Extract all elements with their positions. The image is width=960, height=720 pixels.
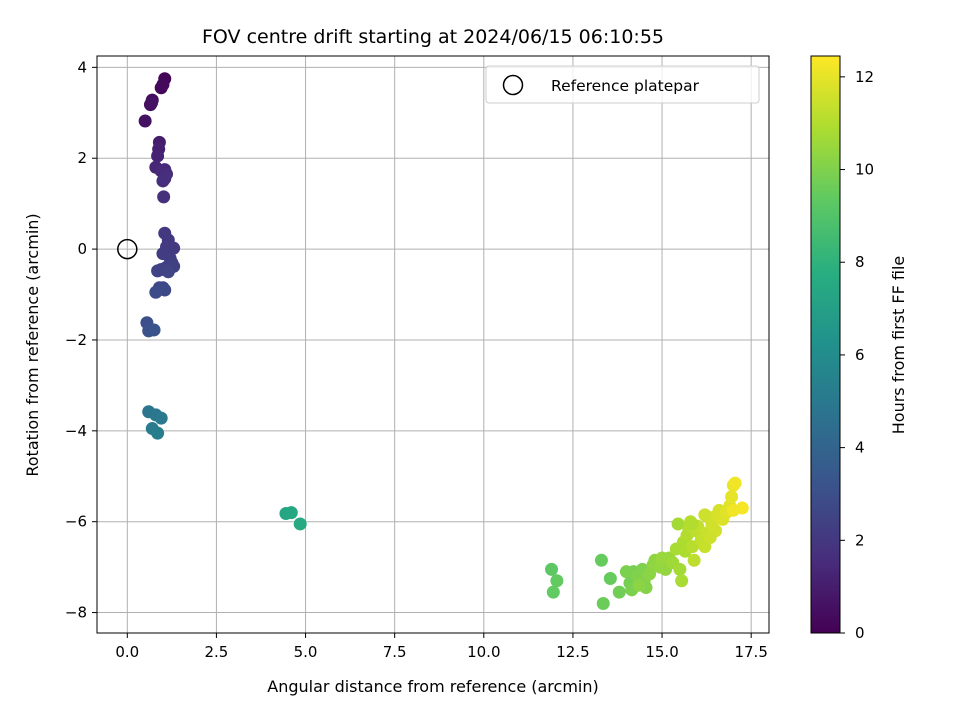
colorbar: 0 2 4 6 8 10 12 Hours from first FF file — [810, 55, 908, 642]
y-tick-label: 4 — [77, 58, 87, 76]
data-points — [138, 72, 749, 610]
data-point — [151, 426, 165, 440]
data-point — [157, 190, 171, 204]
data-point — [675, 574, 689, 588]
data-point — [149, 285, 163, 299]
data-point — [632, 578, 646, 592]
x-tick-label: 2.5 — [204, 643, 228, 661]
data-point — [154, 411, 168, 425]
legend-marker — [502, 74, 524, 96]
colorbar-gradient — [810, 55, 841, 634]
legend: Reference platepar — [485, 65, 760, 104]
colorbar-tick-label: 8 — [855, 253, 865, 271]
reference-marker — [117, 238, 138, 260]
x-axis-ticks: 0.0 2.5 5.0 7.5 10.0 12.5 15.0 17.5 — [115, 633, 768, 661]
data-point — [161, 265, 175, 279]
data-point — [685, 517, 699, 531]
colorbar-tick-label: 6 — [855, 346, 865, 364]
y-axis-label: Rotation from reference (arcmin) — [23, 213, 42, 476]
data-point — [687, 553, 701, 567]
colorbar-tick-label: 10 — [855, 161, 874, 179]
data-point — [145, 96, 159, 110]
y-tick-label: 2 — [77, 149, 87, 167]
colorbar-tick-label: 12 — [855, 68, 874, 86]
legend-entry: Reference platepar — [551, 77, 700, 95]
data-point — [151, 149, 165, 163]
data-point — [603, 571, 617, 585]
data-point — [147, 323, 161, 337]
x-tick-label: 5.0 — [294, 643, 318, 661]
data-point — [293, 517, 307, 531]
data-point — [546, 585, 560, 599]
data-point — [685, 540, 699, 554]
data-point — [612, 585, 626, 599]
x-tick-label: 12.5 — [556, 643, 589, 661]
colorbar-tick-label: 2 — [855, 531, 865, 549]
data-point — [594, 553, 608, 567]
y-tick-label: −8 — [65, 604, 87, 622]
x-tick-label: 0.0 — [115, 643, 139, 661]
data-point — [156, 78, 170, 92]
data-point — [703, 531, 717, 545]
data-point — [158, 172, 172, 186]
data-point — [726, 503, 740, 517]
data-point — [545, 562, 559, 576]
colorbar-ticks: 0 2 4 6 8 10 12 — [840, 68, 874, 642]
x-axis-label: Angular distance from reference (arcmin) — [267, 677, 598, 696]
colorbar-label: Hours from first FF file — [889, 256, 908, 435]
data-point — [151, 264, 165, 278]
colorbar-tick-label: 0 — [855, 624, 865, 642]
y-tick-label: −2 — [65, 331, 87, 349]
data-point — [728, 476, 742, 490]
data-point — [550, 574, 564, 588]
x-tick-label: 15.0 — [645, 643, 678, 661]
data-point — [138, 114, 152, 128]
y-tick-label: −4 — [65, 422, 87, 440]
colorbar-tick-label: 4 — [855, 439, 865, 457]
y-axis-ticks: −8 −6 −4 −2 0 2 4 — [65, 58, 97, 622]
data-point — [673, 562, 687, 576]
plot-frame — [96, 55, 770, 634]
x-tick-label: 7.5 — [383, 643, 407, 661]
data-point — [284, 506, 298, 520]
grid-lines — [97, 56, 769, 633]
data-point — [725, 490, 739, 504]
legend-box — [485, 65, 760, 104]
data-point — [167, 241, 181, 255]
data-point — [596, 596, 610, 610]
x-tick-label: 10.0 — [467, 643, 500, 661]
data-point — [619, 565, 633, 579]
chart-title: FOV centre drift starting at 2024/06/15 … — [202, 26, 664, 48]
x-tick-label: 17.5 — [734, 643, 767, 661]
y-tick-label: 0 — [77, 240, 87, 258]
reference-marker-layer — [117, 238, 138, 260]
data-point — [671, 517, 685, 531]
y-tick-label: −6 — [65, 513, 87, 531]
